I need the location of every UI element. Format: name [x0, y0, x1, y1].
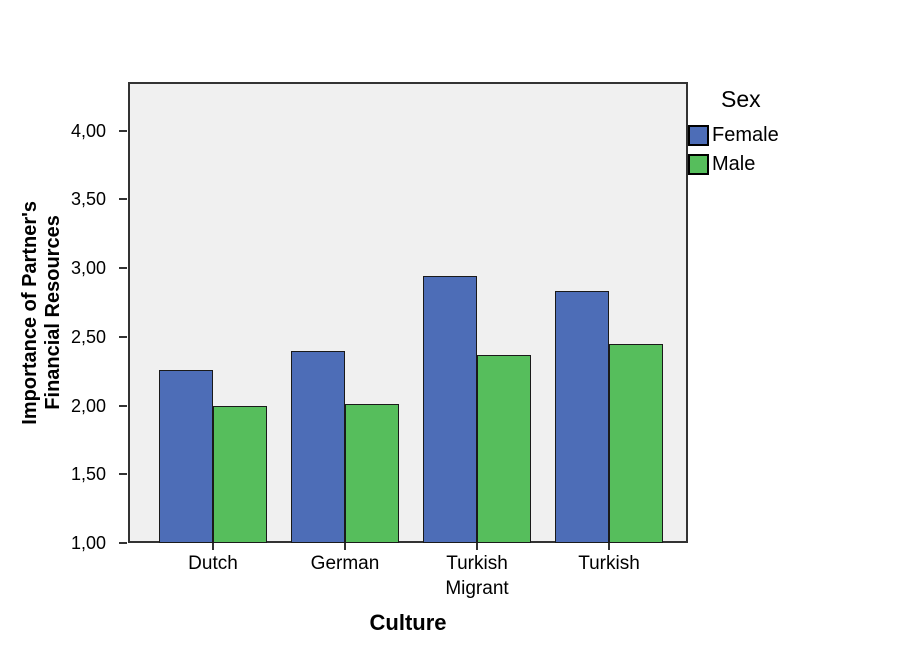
y-axis-title-line2: Financial Resources: [42, 215, 64, 410]
category-label-turkish: Turkish: [578, 553, 640, 574]
x-tick-mark: [608, 543, 610, 550]
legend-item-male: Male: [688, 150, 779, 179]
legend-label-female: Female: [712, 124, 779, 146]
x-axis-title: Culture: [369, 610, 447, 635]
legend-item-female: Female: [688, 121, 779, 150]
y-tick-mark: [119, 542, 127, 544]
y-tick-label: 2,00: [70, 395, 106, 416]
bar-turkish-male: [609, 343, 663, 543]
x-tick-mark: [476, 543, 478, 550]
y-tick-mark: [119, 404, 127, 407]
bar-german-male: [345, 404, 399, 543]
y-tick-label: 1,00: [70, 533, 106, 553]
x-tick-mark: [344, 543, 346, 550]
legend-items: Female Male: [688, 121, 779, 179]
category-label-dutch: Dutch: [188, 553, 238, 574]
bar-turkish-migrant-male: [477, 354, 531, 543]
y-tick-label: 2,50: [70, 326, 106, 347]
bar-dutch-male: [213, 405, 267, 543]
bar-turkish-female: [555, 291, 609, 543]
bar-dutch-female: [159, 369, 213, 543]
y-tick-mark: [119, 198, 127, 201]
legend-swatch-male: [688, 154, 709, 175]
legend-title: Sex: [721, 86, 761, 112]
y-axis-title-line1: Importance of Partner's: [19, 200, 41, 425]
bar-german-female: [291, 350, 345, 543]
y-tick-label: 3,50: [70, 189, 106, 210]
x-tick-mark: [212, 543, 214, 550]
bar-turkish-migrant-female: [423, 276, 477, 543]
y-tick-label: 4,00: [70, 120, 106, 141]
legend-swatch-female: [688, 125, 709, 146]
y-tick-label: 1,50: [70, 464, 106, 485]
legend-label-male: Male: [712, 153, 756, 175]
y-tick-label: 3,00: [70, 258, 106, 278]
legend: Sex Female Male: [688, 86, 779, 179]
category-label-german: German: [310, 553, 380, 574]
y-tick-mark: [119, 129, 127, 132]
y-tick-mark: [119, 335, 127, 338]
category-label-turkish-migrant: Turkish Migrant: [445, 553, 509, 599]
y-tick-mark: [119, 473, 127, 476]
y-tick-mark: [119, 267, 127, 269]
